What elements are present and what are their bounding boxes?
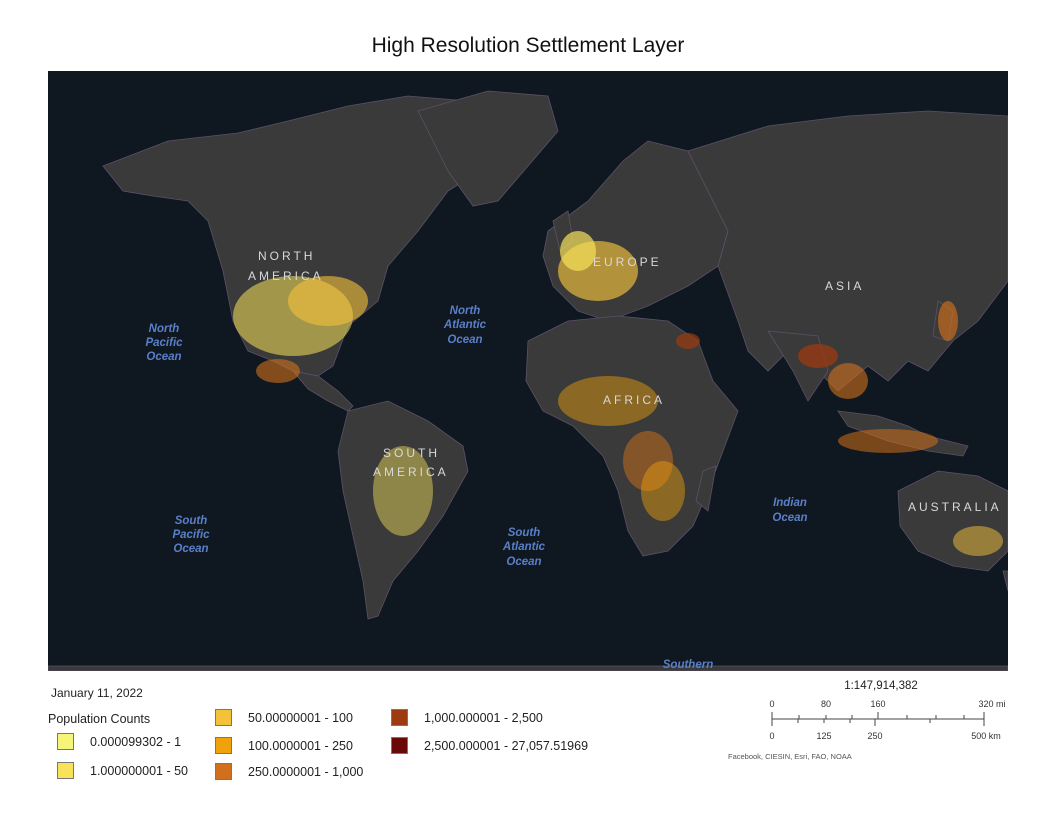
legend-label: 1,000.000001 - 2,500 [424,710,543,725]
legend-swatch [391,737,408,754]
label-south-atlantic-3: Ocean [506,556,541,568]
label-europe: EUROPE [593,255,662,269]
label-north-pacific-1: North [149,323,180,335]
central-america-land [291,370,354,412]
label-south-atlantic-2: Atlantic [502,541,546,553]
madagascar-land [695,465,717,512]
scale-km-0: 0 [769,731,774,741]
scale-km-125: 125 [816,731,831,741]
legend-item: 100.0000001 - 250 [215,737,353,754]
label-indian-1: Indian [773,497,807,509]
label-north-atlantic-3: Ocean [447,334,482,346]
label-asia: ASIA [825,279,864,293]
legend-item: 250.0000001 - 1,000 [215,763,363,780]
legend-label: 50.00000001 - 100 [248,710,353,725]
label-north-america-1: NORTH [258,249,315,263]
label-south-pacific-2: Pacific [172,529,210,541]
legend-swatch [57,762,74,779]
scale-mi-0: 0 [769,699,774,709]
legend-label: 100.0000001 - 250 [248,738,353,753]
scale-mi-320: 320 mi [978,699,1005,709]
new-zealand-land [1002,570,1008,592]
north-america-land [102,95,509,377]
legend-item: 1.000000001 - 50 [57,762,188,779]
world-map: NORTH AMERICA SOUTH AMERICA EUROPE AFRIC… [48,71,1008,671]
legend-item: 0.000099302 - 1 [57,733,181,750]
label-indian-2: Ocean [772,512,807,524]
settlement-layer [233,231,1003,556]
legend-item: 50.00000001 - 100 [215,709,353,726]
legend-swatch [57,733,74,750]
legend-label: 1.000000001 - 50 [90,763,189,778]
legend-swatch [215,709,232,726]
legend-swatch [215,737,232,754]
legend-item: 1,000.000001 - 2,500 [391,709,543,726]
map-title: High Resolution Settlement Layer [371,34,685,57]
antarctica-land [48,665,1008,671]
scale-ratio: 1:147,914,382 [844,680,918,692]
legend-label: 250.0000001 - 1,000 [248,764,364,779]
asia-land [687,110,1008,392]
label-north-atlantic-2: Atlantic [443,319,487,331]
credits: Facebook, CIESIN, Esri, FAO, NOAA [728,752,852,761]
legend-title: Population Counts [48,712,151,726]
scale-km-500: 500 km [971,731,1001,741]
africa-land [525,315,739,557]
label-south-america-2: AMERICA [373,465,449,479]
legend-item: 2,500.000001 - 27,057.51969 [391,737,588,754]
legend-swatch [215,763,232,780]
scale-km-250: 250 [867,731,882,741]
label-africa: AFRICA [603,393,665,407]
scale-bar: 0 80 160 320 mi 0 125 250 500 km [769,699,1005,741]
legend-label: 0.000099302 - 1 [90,734,182,749]
label-southern: Southern [663,659,713,671]
map-view[interactable]: NORTH AMERICA SOUTH AMERICA EUROPE AFRIC… [48,71,1008,671]
label-south-atlantic-1: South [508,527,541,539]
map-date: January 11, 2022 [51,686,143,700]
label-north-pacific-2: Pacific [145,337,183,349]
scale-mi-160: 160 [870,699,885,709]
south-america-land [337,400,469,620]
legend-label: 2,500.000001 - 27,057.51969 [424,738,589,753]
scale-mi-80: 80 [821,699,831,709]
label-north-pacific-3: Ocean [146,351,181,363]
label-north-america-2: AMERICA [248,269,324,283]
label-south-pacific-3: Ocean [173,543,208,555]
label-south-pacific-1: South [175,515,208,527]
label-south-america-1: SOUTH [383,446,440,460]
label-australia: AUSTRALIA [908,500,1002,514]
greenland-land [417,90,559,207]
legend-swatch [391,709,408,726]
label-north-atlantic-1: North [450,305,481,317]
